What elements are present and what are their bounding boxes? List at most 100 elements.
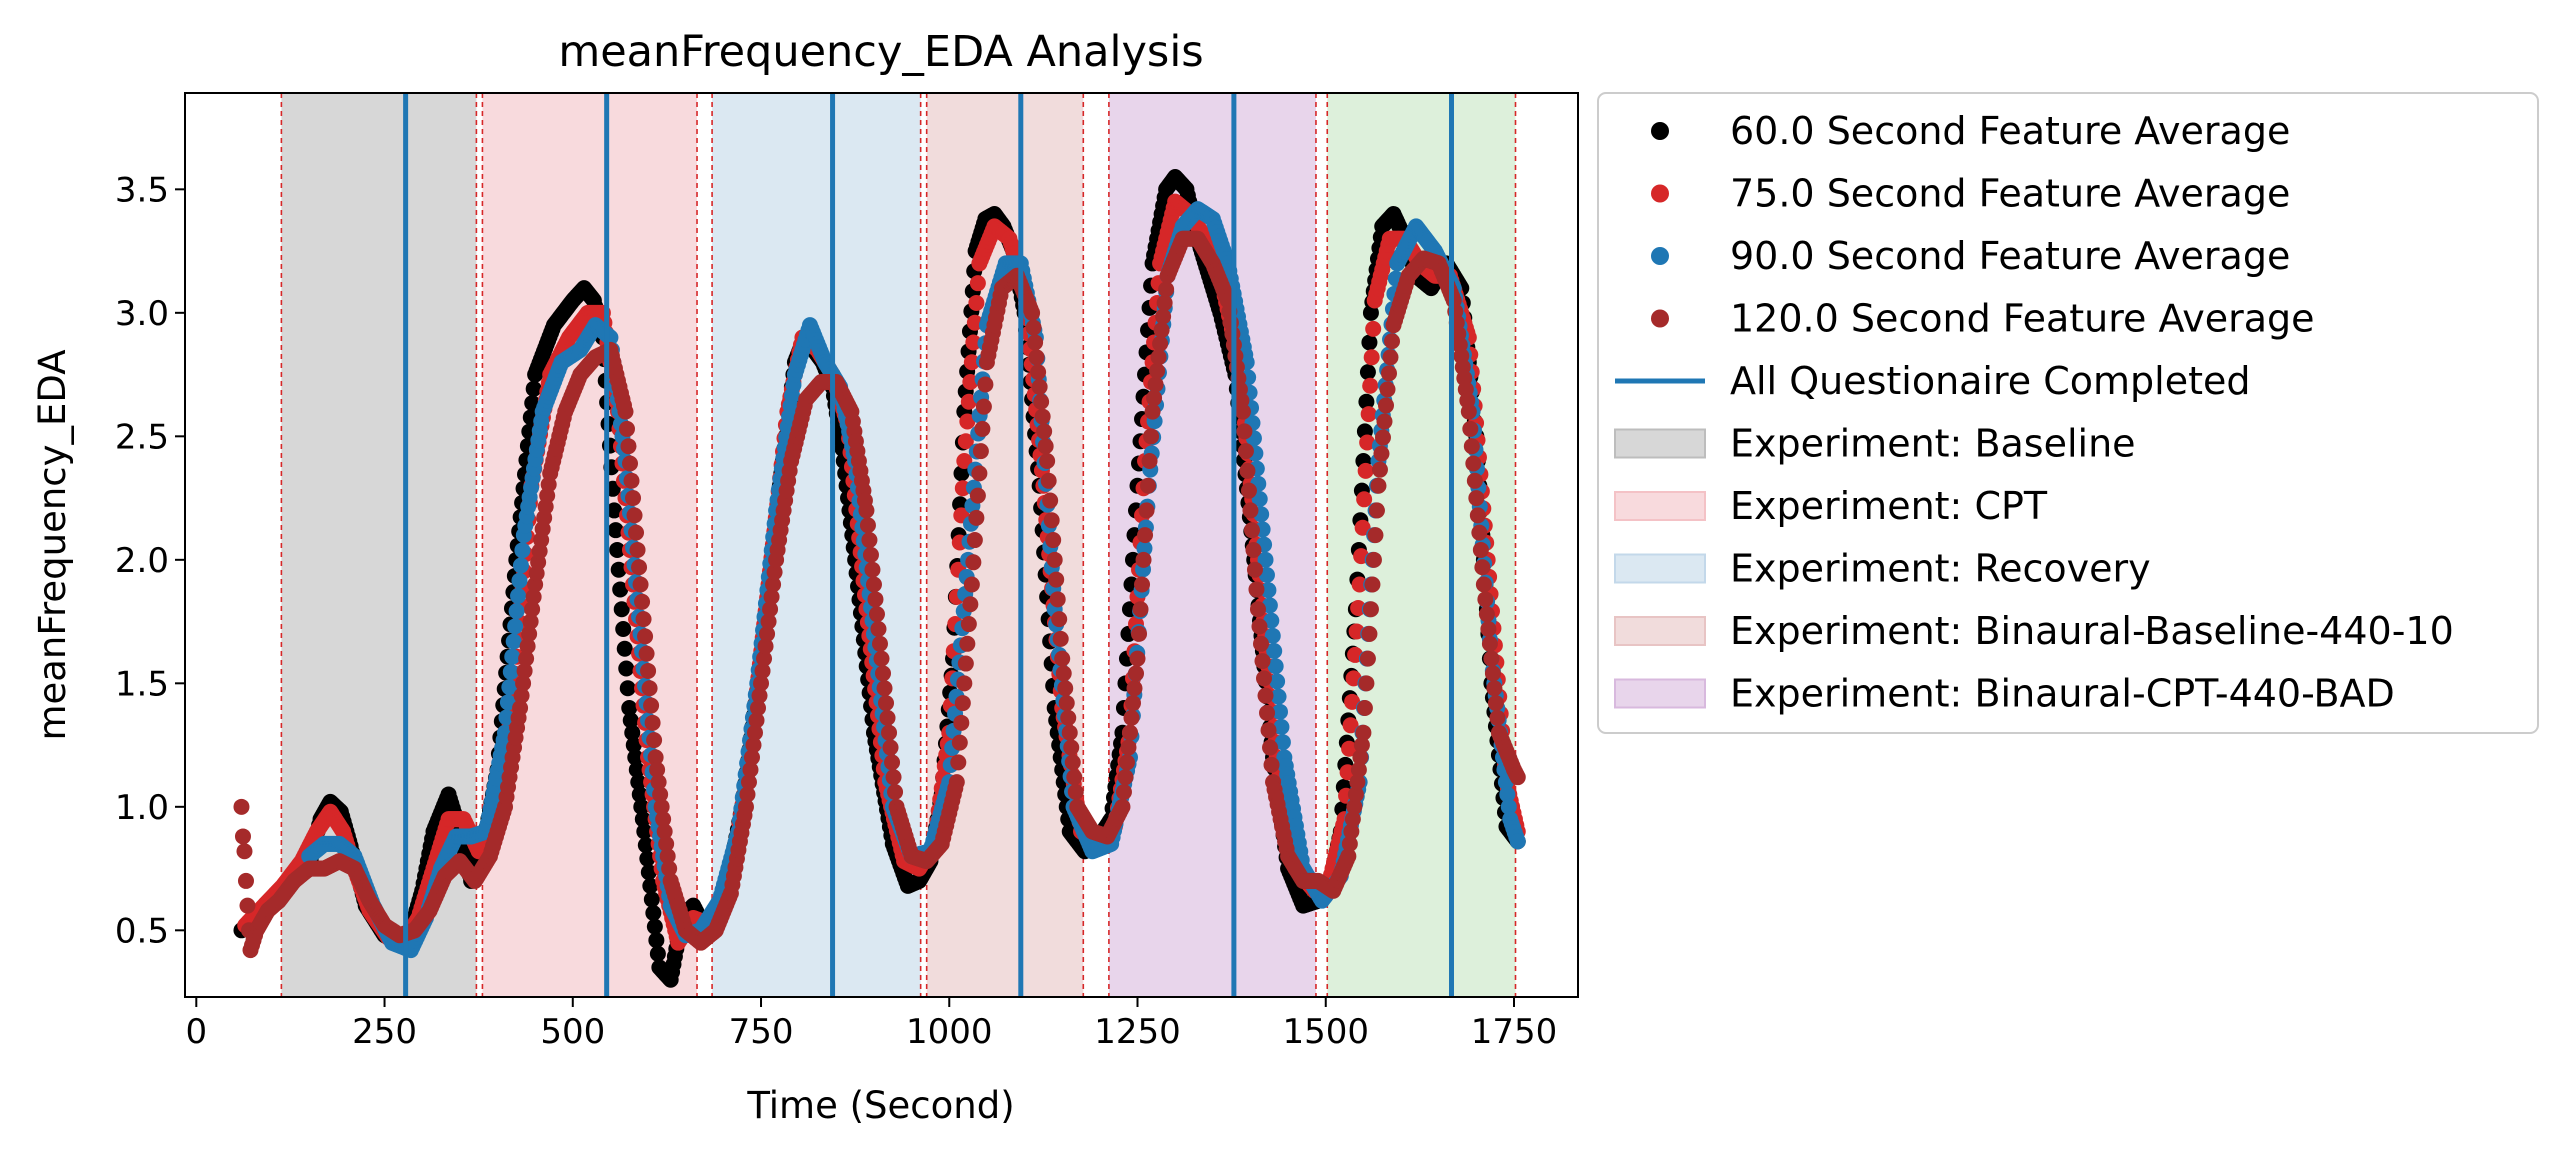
data-point-interp xyxy=(1239,462,1256,479)
data-point xyxy=(617,403,634,420)
legend-patch xyxy=(1614,553,1706,584)
x-tick-label: 1250 xyxy=(1094,1012,1181,1052)
data-point-interp xyxy=(1067,783,1084,800)
data-point xyxy=(1509,833,1526,850)
data-point-interp xyxy=(759,625,776,642)
data-point-interp xyxy=(962,373,979,390)
data-point-interp xyxy=(1350,761,1367,778)
data-point-interp xyxy=(882,739,899,756)
y-tick-label: 2.0 xyxy=(115,541,169,581)
data-point-interp xyxy=(631,786,648,803)
data-point-interp xyxy=(887,783,904,800)
data-point xyxy=(963,576,980,593)
data-point-interp xyxy=(1352,749,1369,766)
data-point-interp xyxy=(1243,522,1260,539)
data-point-interp xyxy=(635,611,652,628)
data-point-interp xyxy=(864,561,881,578)
data-point-interp xyxy=(1126,680,1143,697)
data-point xyxy=(1509,769,1526,786)
data-point xyxy=(956,453,973,470)
data-point-interp xyxy=(631,559,648,576)
data-point-interp xyxy=(871,635,888,652)
data-point-interp xyxy=(1266,643,1283,660)
data-point-interp xyxy=(859,517,876,534)
data-point xyxy=(1257,551,1274,568)
data-point-interp xyxy=(650,774,667,791)
data-point-interp xyxy=(972,443,989,460)
y-tick-label: 1.0 xyxy=(115,788,169,828)
data-point-interp xyxy=(1379,381,1396,398)
data-point-interp xyxy=(963,354,980,371)
data-point-interp xyxy=(645,905,662,922)
data-point-interp xyxy=(659,848,676,865)
data-point-interp xyxy=(609,541,626,558)
data-point-interp xyxy=(1361,334,1378,351)
data-point-interp xyxy=(1273,719,1290,736)
data-point-interp xyxy=(751,687,768,704)
data-point xyxy=(1039,453,1056,470)
data-point-interp xyxy=(525,380,542,397)
data-point-interp xyxy=(638,645,655,662)
data-point-interp xyxy=(1258,567,1275,584)
data-point-interp xyxy=(1046,551,1063,568)
data-point-interp xyxy=(1045,532,1062,549)
data-point-interp xyxy=(1254,653,1271,670)
data-point xyxy=(1370,477,1387,494)
y-tick-label: 3.0 xyxy=(115,294,169,334)
data-point-interp xyxy=(1259,704,1276,721)
data-point-interp xyxy=(637,628,654,645)
data-point-interp xyxy=(1120,739,1137,756)
data-point-interp xyxy=(1138,502,1155,519)
data-point-interp xyxy=(1341,835,1358,852)
data-point-interp xyxy=(613,601,630,618)
data-point-interp xyxy=(876,680,893,697)
data-point-interp xyxy=(1033,393,1050,410)
data-point-interp xyxy=(747,724,764,741)
data-point-interp xyxy=(756,650,773,667)
legend-patch xyxy=(1614,428,1706,459)
data-point-interp xyxy=(1028,349,1045,366)
data-point-interp xyxy=(1036,423,1053,440)
data-point-interp xyxy=(1344,693,1361,710)
data-point-interp xyxy=(1484,665,1501,682)
data-point-interp xyxy=(1030,364,1047,381)
data-point-interp xyxy=(1356,491,1373,508)
data-point-interp xyxy=(1368,502,1385,519)
data-point-interp xyxy=(959,635,976,652)
x-tick-label: 750 xyxy=(729,1012,794,1052)
data-point-interp xyxy=(1137,527,1154,544)
data-point-interp xyxy=(616,640,633,657)
data-point-interp xyxy=(640,662,657,679)
data-point-interp xyxy=(1031,378,1048,395)
x-axis-label: Time (Second) xyxy=(746,1084,1014,1127)
data-point-interp xyxy=(1246,561,1263,578)
data-point-interp xyxy=(1037,438,1054,455)
data-point-interp xyxy=(656,823,673,840)
data-point-interp xyxy=(971,465,988,482)
data-point-interp xyxy=(637,837,654,854)
data-point-interp xyxy=(1350,599,1367,616)
data-point-interp xyxy=(763,588,780,605)
data-point-interp xyxy=(1132,601,1149,618)
legend-item: Experiment: Recovery xyxy=(1614,547,2151,591)
data-point xyxy=(606,502,623,519)
data-point-interp xyxy=(960,616,977,633)
data-point-interp xyxy=(1274,734,1291,751)
data-point-interp xyxy=(1256,670,1273,687)
legend-label: 90.0 Second Feature Average xyxy=(1730,234,2290,278)
data-point-interp xyxy=(1346,798,1363,815)
legend-label: All Questionaire Completed xyxy=(1730,359,2251,403)
data-point-interp xyxy=(862,546,879,563)
series-3 xyxy=(233,230,1526,959)
data-point-interp xyxy=(1361,625,1378,642)
data-point-interp xyxy=(954,695,971,712)
data-point xyxy=(948,774,965,791)
data-point-interp xyxy=(620,438,637,455)
data-point-interp xyxy=(742,761,759,778)
data-point-interp xyxy=(1356,700,1373,717)
data-point-interp xyxy=(1359,364,1376,381)
data-point-interp xyxy=(641,680,658,697)
y-tick-label: 1.5 xyxy=(115,664,169,704)
data-point-interp xyxy=(766,564,783,581)
data-point-interp xyxy=(1025,319,1042,336)
